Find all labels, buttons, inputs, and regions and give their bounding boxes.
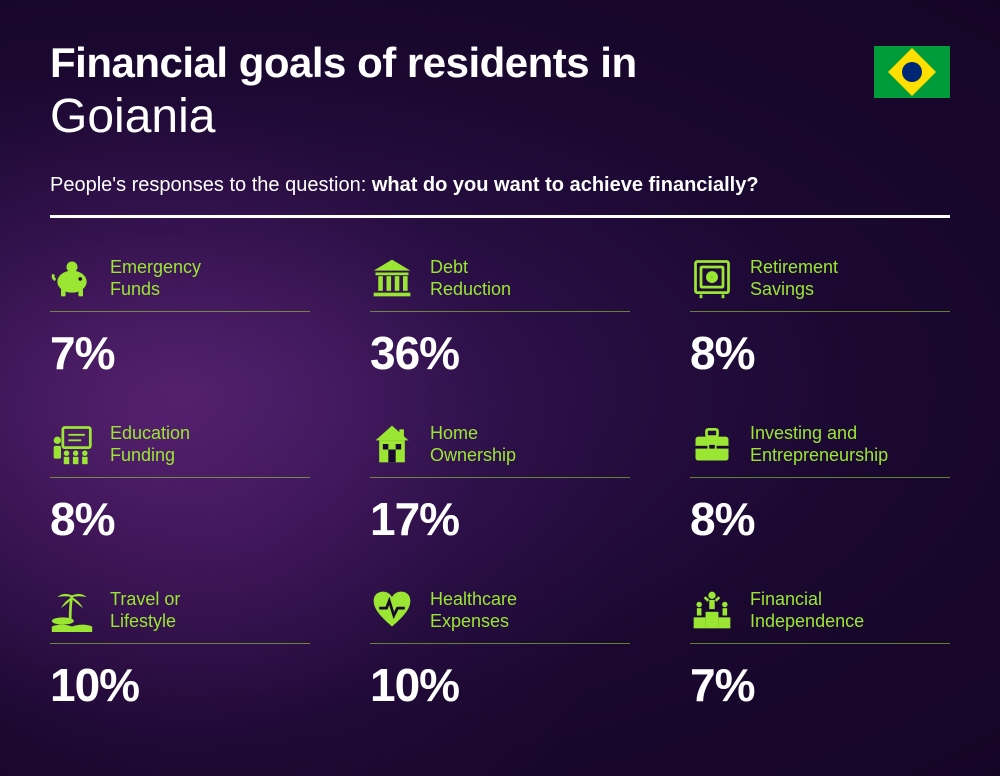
goal-item: Emergency Funds 7% [50, 256, 310, 380]
item-head: Travel or Lifestyle [50, 588, 310, 644]
goal-value: 36% [370, 326, 630, 380]
podium-icon [690, 588, 734, 632]
item-head: Home Ownership [370, 422, 630, 478]
header: Financial goals of residents in Goiania [50, 40, 950, 146]
goal-value: 7% [50, 326, 310, 380]
divider [50, 215, 950, 218]
goal-label: Home Ownership [430, 422, 516, 467]
goal-value: 8% [50, 492, 310, 546]
title-prefix: Financial goals of residents in [50, 40, 874, 86]
goal-item: Debt Reduction 36% [370, 256, 630, 380]
goal-label: Retirement Savings [750, 256, 838, 301]
goal-value: 10% [50, 658, 310, 712]
goal-label: Emergency Funds [110, 256, 201, 301]
goal-label: Investing and Entrepreneurship [750, 422, 888, 467]
goal-item: Healthcare Expenses 10% [370, 588, 630, 712]
item-head: Retirement Savings [690, 256, 950, 312]
item-head: Emergency Funds [50, 256, 310, 312]
briefcase-icon [690, 422, 734, 466]
palm-icon [50, 588, 94, 632]
goal-item: Education Funding 8% [50, 422, 310, 546]
title-city: Goiania [50, 88, 874, 146]
brazil-flag-icon [874, 46, 950, 98]
item-head: Education Funding [50, 422, 310, 478]
goal-label: Education Funding [110, 422, 190, 467]
goal-item: Financial Independence 7% [690, 588, 950, 712]
item-head: Financial Independence [690, 588, 950, 644]
title-block: Financial goals of residents in Goiania [50, 40, 874, 146]
goal-label: Healthcare Expenses [430, 588, 517, 633]
item-head: Healthcare Expenses [370, 588, 630, 644]
education-icon [50, 422, 94, 466]
goal-item: Retirement Savings 8% [690, 256, 950, 380]
bank-icon [370, 256, 414, 300]
item-head: Investing and Entrepreneurship [690, 422, 950, 478]
goal-item: Travel or Lifestyle 10% [50, 588, 310, 712]
goal-value: 8% [690, 492, 950, 546]
goal-label: Travel or Lifestyle [110, 588, 180, 633]
goal-value: 17% [370, 492, 630, 546]
goal-item: Investing and Entrepreneurship 8% [690, 422, 950, 546]
goal-value: 8% [690, 326, 950, 380]
piggy-bank-icon [50, 256, 94, 300]
goals-grid: Emergency Funds 7% Debt Reduction 36% [50, 256, 950, 712]
house-icon [370, 422, 414, 466]
goal-value: 7% [690, 658, 950, 712]
goal-label: Financial Independence [750, 588, 864, 633]
goal-label: Debt Reduction [430, 256, 511, 301]
subtitle-prefix: People's responses to the question: [50, 174, 372, 196]
safe-icon [690, 256, 734, 300]
heart-pulse-icon [370, 588, 414, 632]
item-head: Debt Reduction [370, 256, 630, 312]
goal-value: 10% [370, 658, 630, 712]
goal-item: Home Ownership 17% [370, 422, 630, 546]
subtitle: People's responses to the question: what… [50, 174, 950, 197]
subtitle-question: what do you want to achieve financially? [372, 174, 759, 196]
